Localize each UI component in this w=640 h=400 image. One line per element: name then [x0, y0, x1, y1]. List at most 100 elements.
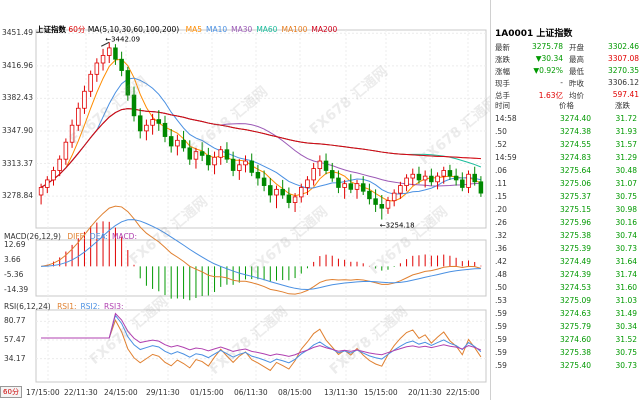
quote-row[interactable]: .36 3275.39 30.73	[491, 244, 640, 256]
candle-body	[329, 170, 335, 179]
candle-body	[137, 115, 143, 132]
high-label: ←3442.09	[105, 35, 140, 43]
candle-body	[69, 124, 75, 143]
candle-body	[206, 154, 211, 166]
candle-body	[94, 62, 100, 75]
quote-row[interactable]: .59 3275.38 30.75	[491, 348, 640, 360]
quote-row[interactable]: .11 3275.06 31.07	[491, 179, 640, 191]
quote-row[interactable]: .20 3275.15 30.98	[491, 205, 640, 217]
macd-tick: -14.39	[4, 285, 29, 295]
chart-title: 上证指数	[36, 25, 66, 34]
candle-body	[57, 158, 62, 171]
stat-label: 开盘	[569, 43, 584, 52]
candle-body	[100, 55, 106, 64]
panel-title: 1A0001 上证指数	[495, 26, 572, 39]
quote-time: .11	[495, 179, 507, 188]
quote-time: 14:58	[495, 114, 517, 123]
candle-body	[385, 200, 391, 209]
quote-row[interactable]: .59 3275.79 30.34	[491, 322, 640, 334]
quote-row[interactable]: .15 3275.37 30.75	[491, 192, 640, 204]
stat-label: 均价	[569, 91, 584, 100]
quote-time: .48	[495, 270, 507, 279]
quote-change: 30.74	[615, 231, 637, 240]
candle-body	[237, 164, 242, 171]
quote-change: 31.93	[615, 127, 637, 136]
candle-body	[435, 175, 440, 183]
stat-label: 昨收	[569, 79, 584, 88]
x-tick: 06/11:30	[234, 388, 268, 397]
rsi-header: RSI(6,12,24) RSI1: RSI2: RSI3:	[4, 302, 124, 311]
quote-row[interactable]: .50 3274.38 31.93	[491, 127, 640, 139]
quote-row[interactable]: .42 3274.49 31.64	[491, 257, 640, 269]
quote-row[interactable]: .48 3274.39 31.74	[491, 270, 640, 282]
candle-body	[317, 160, 323, 170]
stat-value: 3307.08	[607, 54, 639, 63]
quote-time: .50	[495, 127, 507, 136]
rsi-tick: 80.77	[4, 316, 26, 326]
stat-label: 最低	[569, 67, 584, 76]
stat-value: 3270.35	[607, 66, 639, 75]
chart-canvas[interactable]: ←3442.09 ←3254.18	[0, 0, 490, 400]
candle-body	[292, 196, 298, 203]
candle-body	[299, 187, 304, 198]
quote-row[interactable]: .06 3275.64 30.48	[491, 166, 640, 178]
candle-body	[230, 158, 236, 171]
quote-price: 3275.09	[559, 296, 591, 305]
candle-body	[342, 183, 347, 188]
quote-change: 31.72	[615, 114, 637, 123]
diff-line	[41, 205, 482, 295]
legend-ma200: MA200	[311, 25, 338, 34]
candle-body	[367, 190, 372, 200]
quote-row[interactable]: .53 3275.09 31.03	[491, 296, 640, 308]
quote-change: 30.73	[615, 244, 637, 253]
candle-body	[354, 183, 360, 190]
quote-row[interactable]: 14:58 3274.40 31.72	[491, 114, 640, 126]
col-change: 涨跌	[615, 101, 630, 110]
quote-row[interactable]: .59 3275.40 30.73	[491, 361, 640, 373]
candle-body	[249, 160, 254, 173]
x-tick: 01/15:00	[190, 388, 224, 397]
y-tick: 3313.37	[2, 158, 34, 168]
candle-body	[224, 149, 230, 160]
main-plot-frame	[35, 29, 487, 229]
period-selector-label: 60分	[3, 388, 19, 396]
quote-row[interactable]: .32 3275.38 30.74	[491, 231, 640, 243]
quote-price: 3275.06	[559, 179, 591, 188]
quote-change: 30.16	[615, 218, 637, 227]
period-label[interactable]: 60分	[68, 25, 86, 34]
period-selector[interactable]: 60分	[0, 386, 22, 398]
y-tick: 3451.49	[2, 28, 34, 38]
quote-price: 3275.40	[559, 361, 591, 370]
quote-time: .59	[495, 361, 507, 370]
quote-price: 3274.39	[559, 270, 591, 279]
quote-time: .52	[495, 140, 507, 149]
stat-value: 3275.78	[531, 42, 563, 51]
macd-tick: 3.66	[4, 255, 21, 265]
quote-row[interactable]: .59 3274.63 31.49	[491, 309, 640, 321]
candle-body	[255, 171, 261, 179]
macd-legend: DIFF: DEA: MACD:	[63, 232, 137, 241]
stat-label: 总手	[495, 91, 510, 100]
quote-price: 3274.38	[559, 127, 591, 136]
rsi-line-6	[41, 319, 482, 372]
candle-body	[460, 179, 465, 188]
quote-row[interactable]: .50 3274.53 31.60	[491, 283, 640, 295]
candle-body	[429, 175, 434, 183]
candle-body	[76, 107, 81, 126]
quote-time: .42	[495, 257, 507, 266]
high-marker	[101, 41, 110, 47]
stat-value: -	[560, 78, 563, 87]
quote-change: 31.64	[615, 257, 637, 266]
quote-change: 31.49	[615, 309, 637, 318]
candle-body	[268, 185, 273, 196]
quote-row[interactable]: .52 3274.55 31.57	[491, 140, 640, 152]
quote-row[interactable]: .59 3274.60 31.52	[491, 335, 640, 347]
quote-change: 30.75	[615, 192, 637, 201]
quote-change: 30.98	[615, 205, 637, 214]
quote-price: 3275.38	[559, 231, 591, 240]
y-tick: 3278.84	[2, 191, 34, 201]
quote-row[interactable]: 14:59 3274.83 31.29	[491, 153, 640, 165]
candle-body	[410, 173, 416, 179]
quote-row[interactable]: .26 3275.96 30.16	[491, 218, 640, 230]
candle-body	[391, 192, 397, 202]
